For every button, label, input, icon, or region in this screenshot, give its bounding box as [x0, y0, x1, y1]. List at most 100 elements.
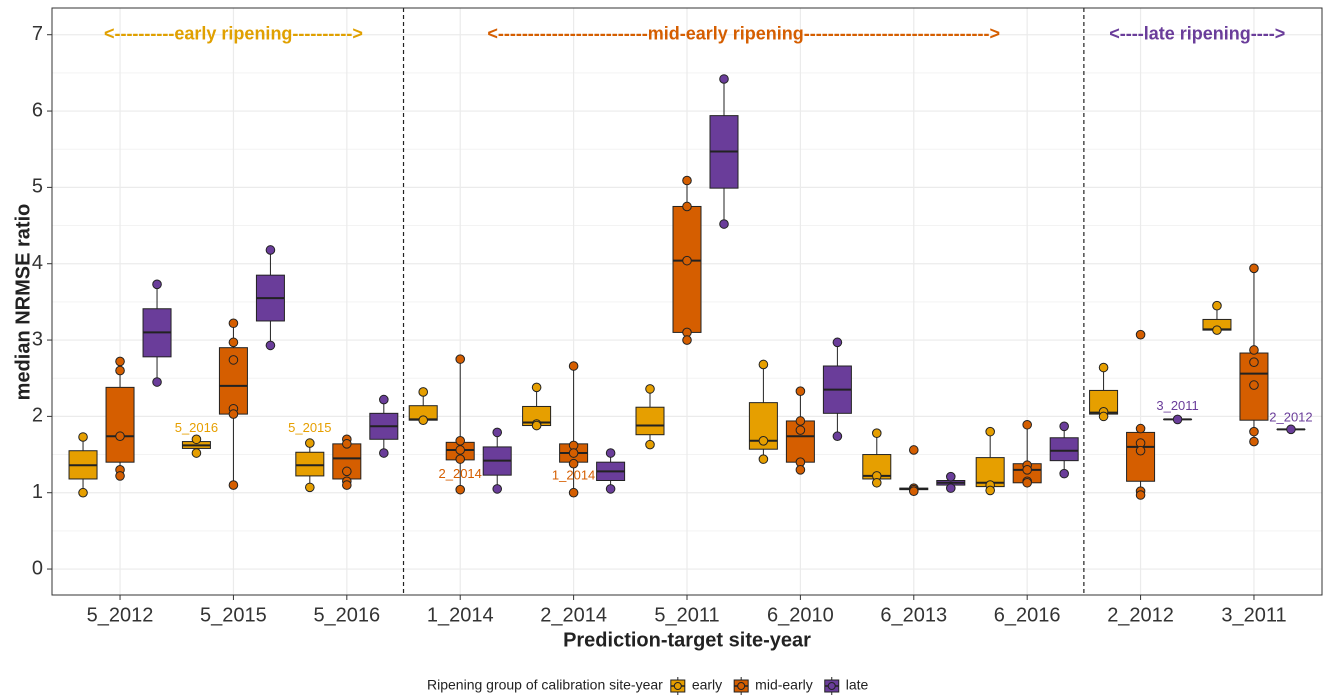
- point: [945, 471, 956, 482]
- y-tick-label: 7: [32, 23, 43, 45]
- point: [1249, 380, 1259, 390]
- point: [342, 439, 352, 449]
- y-tick-label: 4: [32, 252, 43, 274]
- point: [568, 458, 579, 469]
- x-tick-label: 3_2011: [1221, 604, 1286, 626]
- point: [1249, 436, 1259, 447]
- point: [758, 359, 769, 370]
- y-axis-title: median NRMSE ratio: [12, 204, 34, 401]
- point: [1135, 490, 1146, 500]
- point: [1249, 426, 1259, 437]
- point: [115, 365, 125, 376]
- point: [682, 175, 692, 186]
- point: [1022, 419, 1032, 430]
- point: [228, 318, 239, 329]
- point: [191, 434, 202, 445]
- point: [1022, 465, 1032, 475]
- point: [832, 337, 843, 348]
- point: [605, 448, 616, 458]
- point: [682, 335, 692, 345]
- point: [795, 386, 806, 396]
- panel-border: [51, 7, 1323, 596]
- point: [305, 438, 315, 448]
- annotation: 5_2016: [175, 420, 218, 435]
- y-tick-label: 3: [32, 328, 43, 350]
- point: [945, 483, 956, 493]
- point: [1286, 424, 1296, 435]
- region-label: <-------------------------mid-early ripe…: [487, 23, 1000, 43]
- point: [531, 420, 542, 431]
- region-label: <----late ripening---->: [1109, 23, 1285, 43]
- annotation: 1_2014: [552, 467, 595, 482]
- x-tick-label: 1_2014: [427, 604, 494, 626]
- point: [719, 219, 729, 229]
- point: [455, 436, 466, 446]
- x-tick-label: 2_2012: [1107, 604, 1174, 626]
- point: [1249, 345, 1259, 355]
- legend-label: late: [846, 677, 869, 693]
- y-tick-label: 6: [32, 99, 43, 121]
- x-tick-label: 6_2010: [767, 604, 834, 626]
- point: [568, 448, 579, 458]
- point: [152, 377, 162, 387]
- box: [105, 386, 135, 463]
- point: [342, 466, 352, 477]
- legend-key-point: [737, 682, 746, 690]
- point: [418, 387, 429, 397]
- y-tick-label: 2: [32, 405, 43, 427]
- point: [682, 255, 692, 266]
- point: [645, 439, 655, 450]
- point: [228, 409, 239, 419]
- point: [758, 454, 769, 464]
- point: [1022, 477, 1032, 488]
- y-tick-label: 1: [32, 481, 43, 503]
- point: [795, 465, 806, 475]
- point: [455, 445, 466, 455]
- point: [985, 426, 995, 437]
- annotation: 2_2014: [439, 466, 482, 481]
- point: [682, 201, 692, 212]
- x-tick-label: 5_2012: [87, 604, 154, 626]
- point: [1098, 362, 1109, 373]
- point: [115, 356, 125, 367]
- point: [645, 384, 655, 394]
- point: [492, 484, 503, 494]
- point: [379, 394, 389, 405]
- point: [871, 428, 882, 438]
- point: [152, 279, 162, 290]
- point: [228, 480, 239, 490]
- point: [568, 361, 579, 371]
- point: [342, 480, 352, 490]
- x-tick-label: 5_2016: [313, 604, 380, 626]
- box: [1049, 437, 1079, 462]
- annotation: 2_2012: [1269, 409, 1312, 424]
- point: [1249, 357, 1259, 367]
- point: [908, 486, 919, 496]
- point: [379, 448, 389, 458]
- point: [758, 436, 769, 446]
- point: [568, 487, 579, 498]
- point: [115, 471, 125, 481]
- legend-label: mid-early: [755, 677, 813, 693]
- legend-key-point: [827, 682, 836, 690]
- box: [295, 451, 325, 477]
- box: [785, 420, 815, 463]
- region-label: <----------early ripening---------->: [104, 23, 363, 43]
- y-tick-label: 5: [32, 176, 43, 198]
- point: [78, 487, 88, 498]
- point: [795, 416, 806, 426]
- annotation: 3_2011: [1156, 398, 1198, 413]
- point: [1172, 414, 1183, 425]
- point: [418, 415, 429, 425]
- x-tick-label: 6_2013: [880, 604, 947, 626]
- point: [492, 427, 503, 438]
- point: [1098, 411, 1109, 422]
- x-tick-label: 5_2011: [654, 604, 719, 626]
- legend-key-point: [673, 682, 682, 690]
- x-tick-label: 2_2014: [540, 604, 607, 626]
- point: [871, 477, 882, 488]
- point: [265, 340, 276, 351]
- point: [265, 245, 276, 255]
